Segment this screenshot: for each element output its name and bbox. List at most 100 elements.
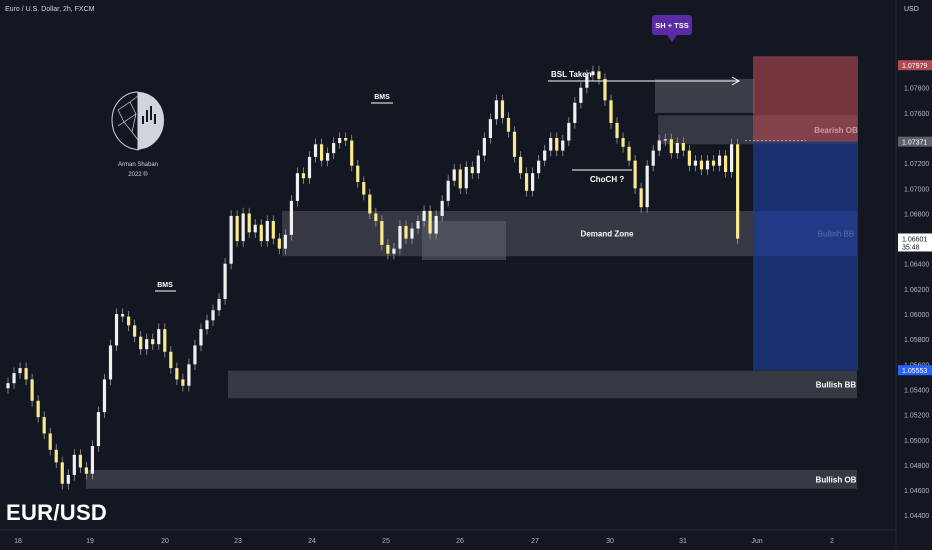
candle: [289, 200, 294, 235]
candle: [651, 150, 655, 166]
candle: [681, 143, 685, 151]
candle: [169, 351, 173, 369]
candle: [543, 150, 547, 161]
candle: [253, 224, 257, 233]
candle: [223, 263, 227, 299]
zone-label-1: Bullish BB: [816, 380, 857, 389]
price-tick: 1.07800: [904, 86, 929, 93]
sh-badge: [652, 15, 692, 35]
candle: [398, 226, 402, 249]
price-label-text: 1.06601: [902, 236, 927, 243]
candle: [470, 166, 474, 174]
zone-0: [282, 210, 755, 257]
time-tick: 18: [14, 538, 22, 545]
candle: [404, 226, 408, 239]
candle: [482, 138, 486, 156]
currency-label: USD: [904, 6, 919, 13]
candle: [711, 160, 716, 166]
candle: [120, 314, 125, 317]
time-tick: 2: [830, 538, 834, 545]
candle: [736, 144, 740, 239]
candle: [157, 329, 161, 345]
candle: [579, 87, 583, 103]
candle: [392, 248, 396, 254]
zone-label-2: Bullish OB: [816, 475, 857, 484]
candle: [235, 215, 239, 242]
candle: [512, 131, 517, 157]
candle: [307, 156, 312, 179]
price-tick: 1.05800: [904, 337, 929, 344]
candle: [205, 320, 209, 330]
candle: [42, 417, 46, 434]
zone-2: [86, 469, 857, 489]
candle: [699, 160, 704, 170]
symbol-watermark: EUR/USD: [6, 500, 108, 525]
arrow-head-icon: [731, 76, 741, 86]
time-tick: 23: [234, 538, 242, 545]
candle: [175, 368, 179, 380]
price-label-box: [898, 60, 932, 71]
candle: [301, 173, 306, 179]
candle: [573, 102, 577, 123]
candle: [332, 143, 336, 154]
candle: [410, 228, 414, 239]
price-label-box: [898, 136, 932, 147]
candle: [96, 412, 101, 447]
brain-left-icon: [111, 91, 139, 151]
candle: [211, 310, 215, 321]
price-label-text: 1.05553: [902, 368, 927, 375]
candle: [434, 215, 438, 234]
candle: [621, 138, 625, 147]
candle: [723, 155, 728, 172]
price-tick: 1.05400: [904, 387, 929, 394]
price-tick: 1.04600: [904, 488, 929, 495]
price-tick: 1.07200: [904, 161, 929, 168]
time-tick: 20: [161, 538, 169, 545]
price-axis[interactable]: 1.04400 1.04600 1.04800 1.05000 1.05200 1.054…: [904, 86, 929, 520]
candle: [145, 339, 149, 350]
price-tick: 1.05000: [904, 438, 929, 445]
candle: [428, 210, 432, 234]
candle: [181, 379, 185, 386]
candle: [295, 173, 300, 201]
price-tick: 1.07600: [904, 111, 929, 118]
candle: [344, 138, 348, 141]
candle: [561, 140, 565, 151]
price-tick: 1.05200: [904, 413, 929, 420]
candle: [60, 462, 64, 484]
brain-logo: Arman Shaban 2022 ®: [111, 91, 164, 178]
candle: [597, 71, 601, 79]
candle: [66, 474, 70, 484]
candle: [133, 325, 137, 337]
candle: [350, 140, 354, 166]
candle: [114, 314, 119, 346]
candle: [277, 238, 281, 249]
price-tick: 1.07000: [904, 186, 929, 193]
candle: [247, 213, 251, 233]
candle: [90, 446, 95, 474]
zone-1: [228, 370, 857, 399]
candle: [271, 220, 275, 239]
candle: [356, 165, 360, 183]
candle: [615, 122, 619, 139]
candle: [18, 368, 22, 374]
time-tick: 19: [86, 538, 94, 545]
candle: [717, 155, 722, 166]
price-label-text: 1.07371: [902, 140, 927, 147]
candle: [338, 138, 342, 144]
price-label-box: [898, 233, 932, 252]
take-profit-area: [753, 141, 858, 371]
candle: [283, 234, 287, 249]
candle: [567, 122, 571, 141]
price-tick: 1.06000: [904, 312, 929, 319]
candle: [151, 339, 155, 345]
price-tick: 1.06400: [904, 262, 929, 269]
candle: [633, 160, 637, 189]
time-tick: Jun: [751, 538, 762, 545]
time-axis[interactable]: 18 19 20 23 24 25 26 27 30 31 Jun 2: [14, 538, 834, 545]
candle: [440, 200, 444, 216]
candle: [645, 165, 649, 208]
candle: [380, 220, 384, 245]
